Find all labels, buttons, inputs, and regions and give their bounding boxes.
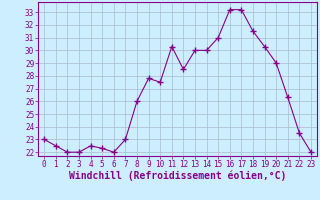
- X-axis label: Windchill (Refroidissement éolien,°C): Windchill (Refroidissement éolien,°C): [69, 171, 286, 181]
